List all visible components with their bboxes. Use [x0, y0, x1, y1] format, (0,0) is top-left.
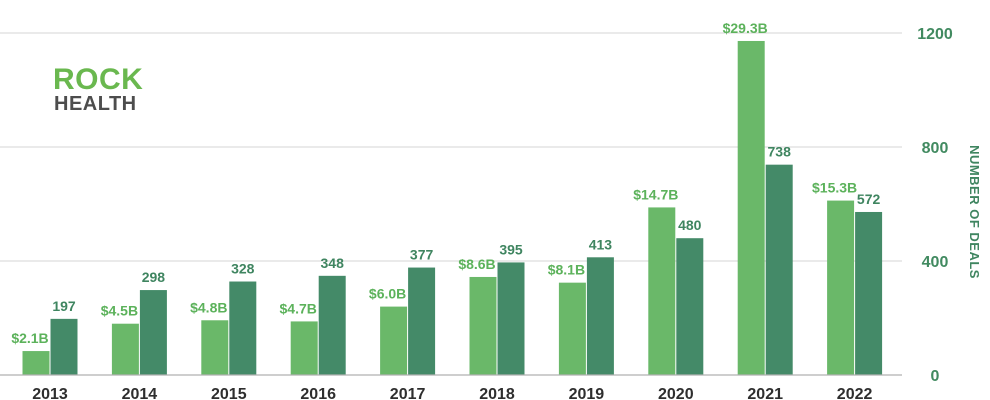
y-tick-label: 800	[922, 140, 949, 157]
y-axis: 0 400 800 1200	[917, 26, 953, 385]
deals-data-label: 197	[52, 298, 76, 314]
deals-bar	[408, 267, 436, 375]
y-axis-title: NUMBER OF DEALS	[967, 145, 982, 279]
x-tick-label: 2015	[211, 386, 247, 400]
funding-data-label: $8.6B	[458, 256, 495, 272]
logo-line-1: ROCK	[53, 63, 143, 96]
deals-data-label: 413	[589, 236, 613, 252]
deals-data-label: 298	[142, 269, 166, 285]
deals-bar	[139, 290, 167, 375]
funding-data-label: $8.1B	[548, 262, 585, 278]
deals-bar	[229, 281, 257, 375]
y-tick-label: 0	[931, 368, 940, 385]
x-tick-label: 2013	[32, 386, 68, 400]
deals-bar	[765, 164, 793, 375]
funding-data-label: $2.1B	[11, 330, 48, 346]
deals-bar	[497, 262, 525, 375]
funding-data-label: $29.3B	[723, 20, 768, 36]
y-tick-label: 1200	[917, 26, 953, 43]
x-tick-label: 2021	[747, 386, 783, 400]
funding-bar	[22, 351, 50, 375]
funding-data-label: $4.5B	[101, 303, 138, 319]
deals-bar	[586, 257, 614, 375]
funding-bar	[648, 207, 676, 375]
x-tick-label: 2014	[122, 386, 158, 400]
x-tick-label: 2019	[569, 386, 605, 400]
deals-bar	[676, 238, 704, 375]
rock-health-logo: ROCK HEALTH	[53, 63, 143, 115]
deals-data-label: 395	[499, 241, 523, 257]
x-axis: 2013 2014 2015 2016 2017 2018 2019 2020 2021 2022	[0, 374, 902, 400]
deals-data-label: 328	[231, 261, 255, 277]
funding-bar	[290, 321, 318, 375]
funding-bar	[201, 320, 229, 375]
x-tick-label: 2020	[658, 386, 694, 400]
funding-data-label: $15.3B	[812, 180, 857, 196]
deals-data-label: 480	[678, 217, 702, 233]
deals-data-label: 738	[768, 144, 792, 160]
deals-bar	[318, 275, 346, 375]
deals-data-label: 348	[321, 255, 345, 271]
funding-bar	[380, 306, 408, 375]
funding-data-label: $14.7B	[633, 186, 678, 202]
deals-data-label: 377	[410, 247, 434, 263]
x-tick-label: 2022	[837, 386, 873, 400]
deals-data-label: 572	[857, 191, 881, 207]
funding-bar	[558, 282, 586, 375]
funding-data-label: $4.8B	[190, 299, 227, 315]
funding-data-label: $6.0B	[369, 286, 406, 302]
funding-data-label: $4.7B	[280, 300, 317, 316]
funding-bar	[827, 200, 855, 375]
funding-bar	[111, 323, 139, 375]
deals-bar	[50, 318, 78, 375]
funding-bar	[469, 276, 497, 375]
y-tick-label: 400	[922, 254, 949, 271]
deals-bar	[855, 211, 883, 375]
funding-bar	[737, 40, 765, 375]
x-tick-label: 2018	[479, 386, 515, 400]
x-tick-label: 2016	[300, 386, 336, 400]
bars	[22, 40, 883, 375]
x-tick-label: 2017	[390, 386, 426, 400]
logo-line-2: HEALTH	[54, 93, 137, 115]
